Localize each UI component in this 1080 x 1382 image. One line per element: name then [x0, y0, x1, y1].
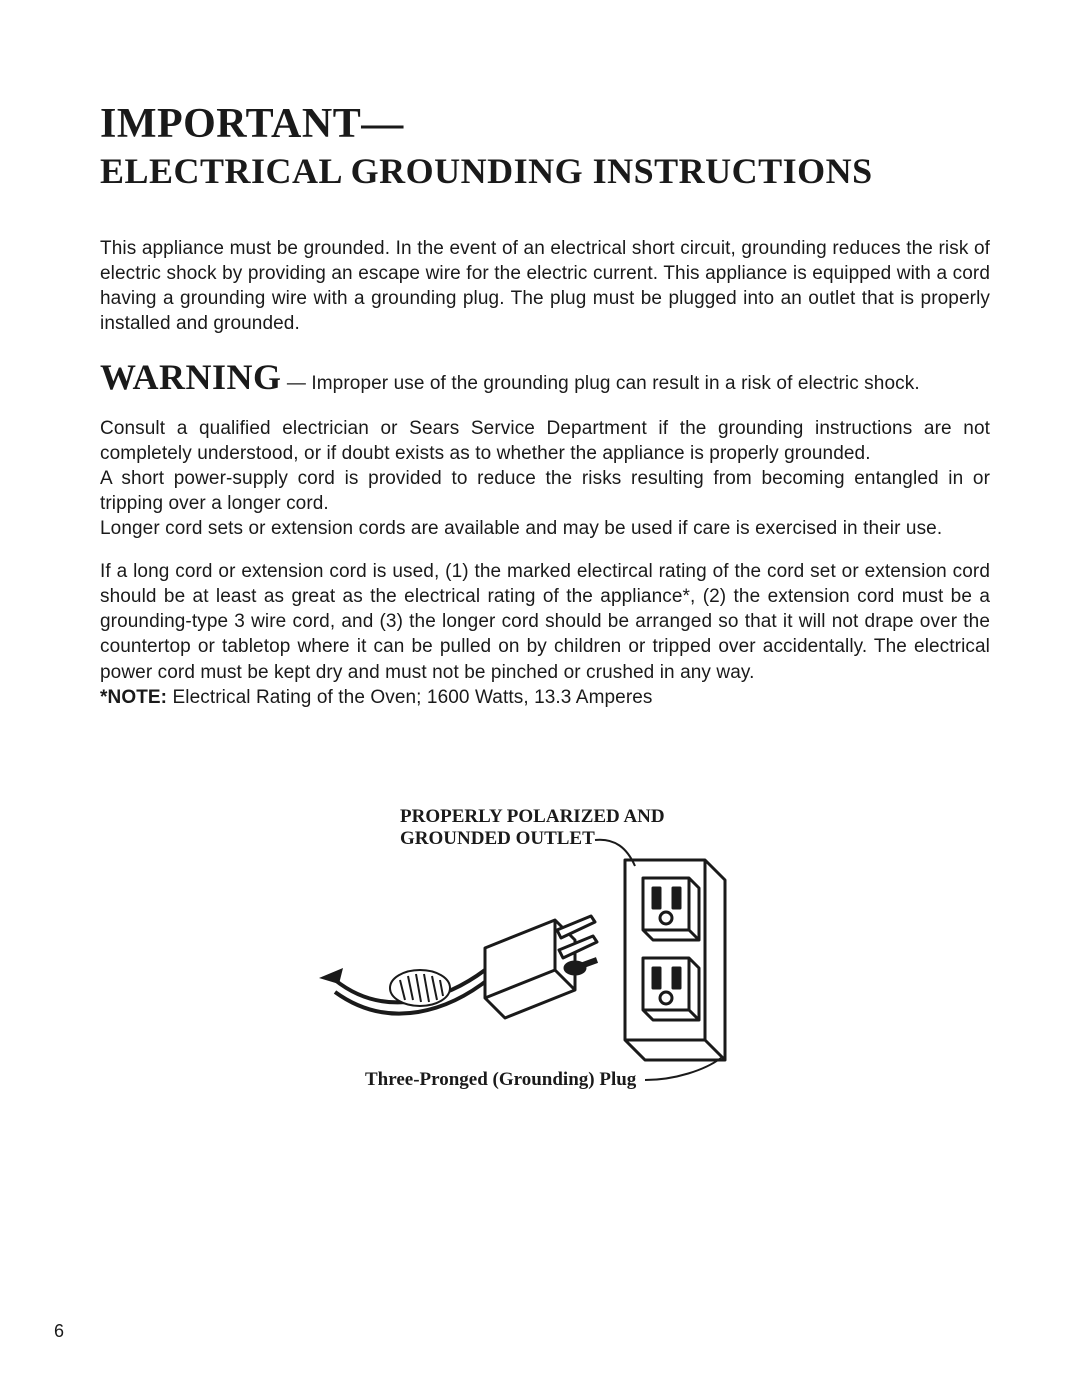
paragraph-2c: Longer cord sets or extension cords are …: [100, 518, 942, 539]
warning-line: WARNING — Improper use of the grounding …: [100, 354, 990, 402]
warning-rest: — Improper use of the grounding plug can…: [282, 373, 920, 394]
figure-label-top-2: GROUNDED OUTLET: [400, 828, 595, 849]
outlet-icon: [625, 860, 725, 1060]
paragraph-3: If a long cord or extension cord is used…: [100, 559, 990, 709]
body-text: This appliance must be grounded. In the …: [100, 236, 990, 710]
plug-icon: [319, 916, 597, 1018]
paragraph-3-text: If a long cord or extension cord is used…: [100, 561, 990, 682]
paragraph-1: This appliance must be grounded. In the …: [100, 236, 990, 336]
paragraph-2: Consult a qualified electrician or Sears…: [100, 416, 990, 541]
warning-word: WARNING: [100, 357, 282, 397]
title-line-2: ELECTRICAL GROUNDING INSTRUCTIONS: [100, 150, 990, 192]
note-text: Electrical Rating of the Oven; 1600 Watt…: [167, 687, 652, 708]
grounding-plug-diagram: PROPERLY POLARIZED AND GROUNDED OUTLET: [305, 800, 785, 1130]
paragraph-2a: Consult a qualified electrician or Sears…: [100, 418, 990, 464]
document-page: IMPORTANT— ELECTRICAL GROUNDING INSTRUCT…: [0, 0, 1080, 1382]
figure-label-bottom: Three-Pronged (Grounding) Plug: [365, 1069, 637, 1090]
page-number: 6: [54, 1321, 64, 1342]
title-line-1: IMPORTANT—: [100, 100, 990, 148]
figure-label-top-1: PROPERLY POLARIZED AND: [400, 806, 665, 827]
note-label: *NOTE:: [100, 687, 167, 708]
figure-container: PROPERLY POLARIZED AND GROUNDED OUTLET: [100, 800, 990, 1130]
paragraph-2b: A short power-supply cord is provided to…: [100, 468, 990, 514]
